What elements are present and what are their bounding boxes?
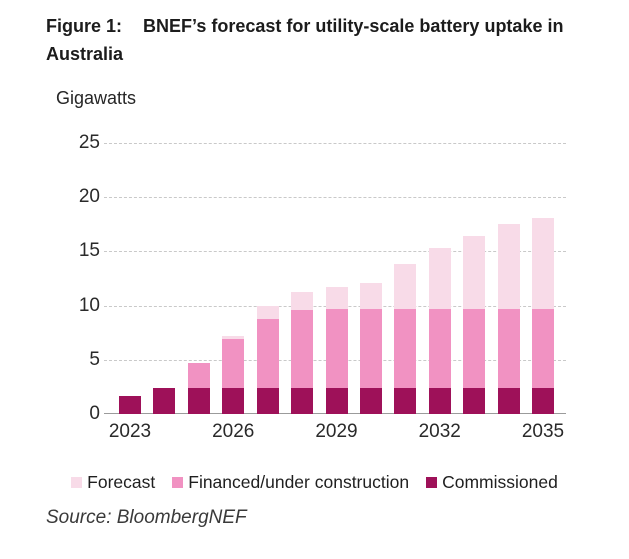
legend-item: Commissioned: [426, 472, 558, 493]
bar-segment-commissioned: [463, 387, 486, 414]
bar-segment-forecast: [497, 224, 520, 309]
x-tick-label: 2029: [315, 421, 358, 442]
bar-segment-forecast: [394, 264, 417, 309]
bar-segment-commissioned: [119, 395, 141, 414]
bar-segment-financed-under-construction: [394, 308, 417, 388]
legend-label: Forecast: [87, 471, 156, 492]
y-tick-label: 15: [78, 240, 100, 262]
figure-number-label: Figure 1:: [46, 16, 123, 36]
figure-title: Figure 1: BNEF’s forecast for utility-sca…: [46, 12, 606, 68]
bar-segment-financed-under-construction: [463, 308, 486, 388]
bar-segment-commissioned: [428, 387, 451, 414]
legend-swatch-commissioned: [426, 476, 438, 488]
bar-segment-financed-under-construction: [325, 308, 348, 388]
bar-segment-commissioned: [153, 387, 176, 414]
y-tick-label: 5: [89, 348, 100, 370]
bar-segment-commissioned: [256, 387, 279, 414]
legend-item: Financed/under construction: [172, 472, 409, 493]
legend-label: Commissioned: [442, 471, 558, 492]
bar-segment-commissioned: [497, 387, 520, 414]
y-tick-label: 0: [89, 403, 100, 424]
bar-segment-forecast: [428, 248, 451, 309]
y-axis-unit-label: Gigawatts: [56, 88, 137, 108]
legend-swatch-financed-under-construction: [172, 476, 184, 488]
legend-item: Forecast: [71, 472, 155, 493]
legend-swatch-forecast: [71, 476, 83, 488]
bar-segment-financed-under-construction: [532, 308, 554, 388]
bar-segment-commissioned: [359, 387, 382, 414]
chart-legend: Forecast Financed/under construction Commi…: [0, 466, 629, 498]
x-tick-label: 2023: [108, 421, 152, 442]
y-tick-label: 10: [78, 294, 100, 316]
bar-segment-financed-under-construction: [187, 363, 210, 388]
legend-label: Financed/under construction: [188, 471, 410, 492]
figure-title-text: BNEF’s forecast for utility-scale batter…: [46, 16, 564, 64]
bar-segment-commissioned: [187, 387, 210, 414]
gridline: [104, 197, 566, 199]
bar-segment-commissioned: [325, 387, 348, 414]
bar-segment-forecast: [532, 217, 554, 309]
bar-segment-commissioned: [291, 387, 314, 414]
bar-segment-forecast: [463, 236, 486, 309]
x-tick-label: 2035: [521, 421, 565, 442]
x-tick-label: 2032: [418, 421, 461, 442]
gridline: [104, 143, 566, 144]
bar-segment-financed-under-construction: [428, 308, 451, 388]
bar-segment-financed-under-construction: [222, 339, 245, 388]
gridline: [104, 251, 566, 253]
y-tick-label: 25: [78, 132, 100, 153]
bar-segment-forecast: [256, 305, 279, 319]
bar-segment-forecast: [291, 291, 314, 310]
bar-segment-financed-under-construction: [256, 318, 279, 388]
y-tick-label: 20: [78, 186, 100, 208]
bar-segment-financed-under-construction: [291, 309, 314, 388]
bar-segment-financed-under-construction: [359, 308, 382, 388]
source-note: Source: BloombergNEF: [46, 507, 247, 528]
bar-segment-forecast: [359, 282, 382, 309]
bar-segment-forecast: [325, 287, 348, 309]
bar-segment-commissioned: [222, 387, 245, 414]
bar-segment-financed-under-construction: [497, 308, 520, 388]
x-tick-label: 2026: [212, 421, 255, 442]
bar-segment-commissioned: [532, 387, 554, 414]
bar-segment-forecast: [222, 335, 245, 340]
bar-segment-commissioned: [394, 387, 417, 414]
